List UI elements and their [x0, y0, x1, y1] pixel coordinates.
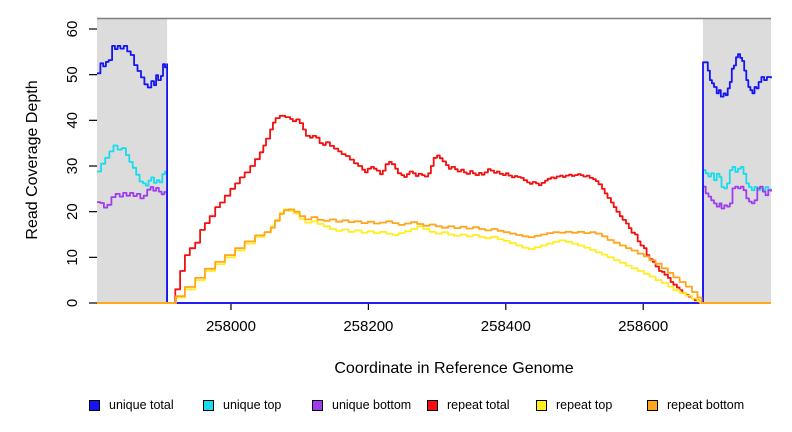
series-line-unique-total [97, 45, 772, 304]
series-line-unique-bottom [97, 185, 772, 304]
legend-item-unique-bottom: unique bottom [312, 394, 411, 416]
y-tick-label: 60 [64, 21, 81, 38]
y-tick-label: 30 [64, 158, 81, 175]
y-tick-label: 10 [64, 249, 81, 266]
legend-swatch-icon [536, 399, 547, 411]
x-tick-label: 258200 [343, 318, 393, 335]
x-axis-label-wrap: Coordinate in Reference Genome [29, 360, 792, 378]
y-tick-label: 20 [64, 203, 81, 220]
series-line-repeat-total [97, 114, 771, 304]
legend-swatch-icon [312, 399, 323, 411]
legend-label: repeat top [556, 398, 613, 412]
left-unique-region-shading [97, 18, 168, 303]
legend-item-unique-top: unique top [203, 394, 281, 416]
y-tick-label: 40 [64, 112, 81, 129]
y-tick-label: 50 [64, 66, 81, 83]
legend-item-repeat-total: repeat total [427, 394, 510, 416]
series-line-unique-top [97, 144, 772, 304]
right-unique-region-shading [702, 18, 771, 303]
x-tick-label: 258000 [206, 318, 256, 335]
x-tick-label: 258400 [481, 318, 531, 335]
legend-item-repeat-top: repeat top [536, 394, 612, 416]
coverage-plot-canvas: 258000 258200 258400 258600 0 10 20 30 40 50 60 [64, 17, 772, 335]
legend-label: unique top [223, 398, 282, 412]
legend: unique total unique top unique bottom repea… [0, 394, 792, 418]
legend-label: repeat bottom [667, 398, 745, 412]
legend-item-unique-total: unique total [89, 394, 174, 416]
legend-item-repeat-bottom: repeat bottom [647, 394, 744, 416]
y-tick-label: 0 [64, 299, 81, 307]
series-line-repeat-top [97, 208, 771, 304]
legend-swatch-icon [647, 399, 658, 411]
legend-swatch-icon [89, 399, 100, 411]
x-tick-label: 258600 [618, 318, 668, 335]
y-axis-label: Read Coverage Depth [24, 80, 41, 240]
legend-label: unique bottom [332, 398, 412, 412]
legend-label: repeat total [447, 398, 510, 412]
legend-swatch-icon [427, 399, 438, 411]
legend-label: unique total [109, 398, 174, 412]
series-line-repeat-bottom [97, 208, 771, 304]
x-axis-label: Coordinate in Reference Genome [334, 360, 574, 377]
legend-swatch-icon [203, 399, 214, 411]
